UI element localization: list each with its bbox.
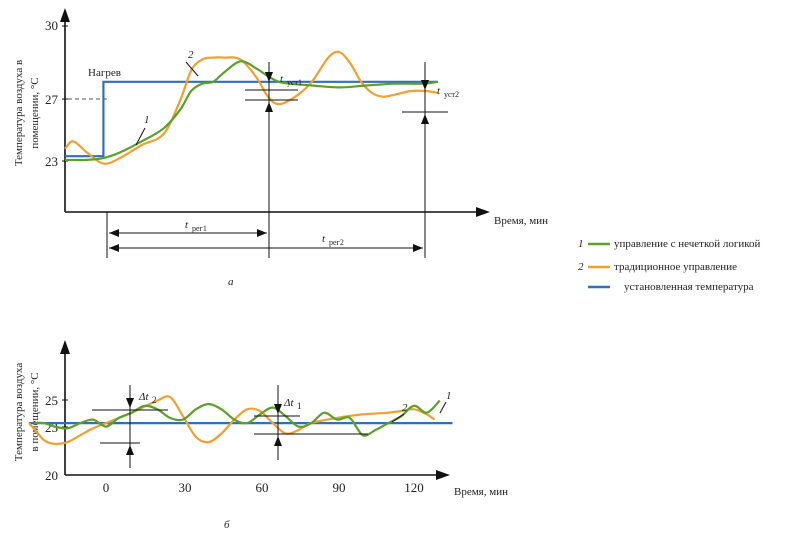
legend: 1 управление с нечеткой логикой 2 традиц… [578,238,761,293]
chart-a-arrow-left-icon [109,229,119,237]
chart-b-curve1-label: 1 [446,390,452,402]
legend-item-2-number: 2 [578,261,584,273]
legend-item-3-label: установленная температура [624,281,754,293]
chart-a-curve1-label: 1 [144,114,150,126]
chart-a-treg2-label: t [322,233,326,245]
chart-a-curve1-leader [135,127,146,146]
legend-item-1-label: управление с нечеткой логикой [614,238,761,250]
chart-a-arrow-down-icon [421,80,429,90]
chart-a-treg1-label: t [185,219,189,231]
chart-b-ytick: 25 [45,393,58,408]
chart-b-ytick: 20 [45,468,58,483]
chart-a-arrow-right-icon [257,229,267,237]
chart-b-ylabel: в помещении, °С [29,372,41,451]
chart-b-y-arrow-icon [60,340,70,354]
chart-a-ytick: 23 [45,154,58,169]
chart-a-tust2-label: t [437,85,441,97]
chart-b-curve2-label: 2 [402,402,408,414]
chart-b-xtick: 30 [179,480,192,495]
chart-a-x-arrow-icon [476,207,490,217]
chart-a-ytick: 27 [45,92,59,107]
chart-a-arrow-left-icon [109,244,119,252]
chart-a-tust1-sub: уст1 [287,78,302,87]
chart-a-curve2-leader [185,61,199,77]
chart-b-panel-label: б [224,519,230,531]
chart-b-arrow-up-icon [126,445,134,455]
chart-a-tust2-sub: уст2 [444,90,459,99]
chart-a-tust1-label: t [280,73,284,85]
chart-a-arrow-up-icon [421,114,429,124]
chart-b-dt1-label: Δt [283,397,294,409]
chart-b: 25 23 20 Температура воздуха в помещении… [13,340,508,531]
chart-b-curve1-leader [439,401,447,414]
chart-b-dt2-label: Δt [138,391,149,403]
chart-a: 30 27 23 Температура воздуха в помещении… [13,8,548,288]
chart-b-series-fuzzy [34,399,441,437]
chart-a-xlabel: Время, мин [494,215,548,227]
chart-a-series-setpoint [65,80,438,158]
chart-b-xtick: 120 [404,480,424,495]
chart-b-arrow-up-icon [274,436,282,446]
chart-b-arrow-down-icon [274,404,282,414]
chart-b-ylabel: Температура воздуха [13,363,25,462]
chart-b-dt1-sub: 1 [297,401,302,411]
legend-item-2-label: традиционное управление [614,261,737,273]
chart-a-ytick: 30 [45,18,58,33]
chart-b-arrow-down-icon [126,398,134,408]
chart-b-xtick: 0 [103,480,110,495]
chart-a-series-fuzzy [64,60,439,162]
chart-a-series-traditional [64,50,439,165]
chart-b-xtick: 90 [333,480,346,495]
chart-a-y-arrow-icon [60,8,70,22]
chart-b-xlabel: Время, мин [454,486,508,498]
chart-a-ylabel: помещении, °С [29,77,41,148]
chart-a-arrow-down-icon [265,72,273,82]
chart-b-series-traditional [28,395,436,446]
chart-b-dt2-sub: 2 [152,395,157,405]
chart-a-treg2-sub: рег2 [329,238,344,247]
chart-a-ylabel: Температура воздуха в [13,60,25,166]
chart-b-xtick: 60 [256,480,269,495]
legend-item-1-number: 1 [578,238,584,250]
chart-a-arrow-right-icon [413,244,423,252]
chart-b-curve2-leader [391,413,405,423]
chart-a-heating-label: Нагрев [88,67,121,79]
chart-a-arrow-up-icon [265,102,273,112]
chart-a-treg1-sub: рег1 [192,224,207,233]
chart-a-curve2-label: 2 [188,49,194,61]
chart-b-x-arrow-icon [436,470,450,480]
chart-a-panel-label: а [228,276,234,288]
